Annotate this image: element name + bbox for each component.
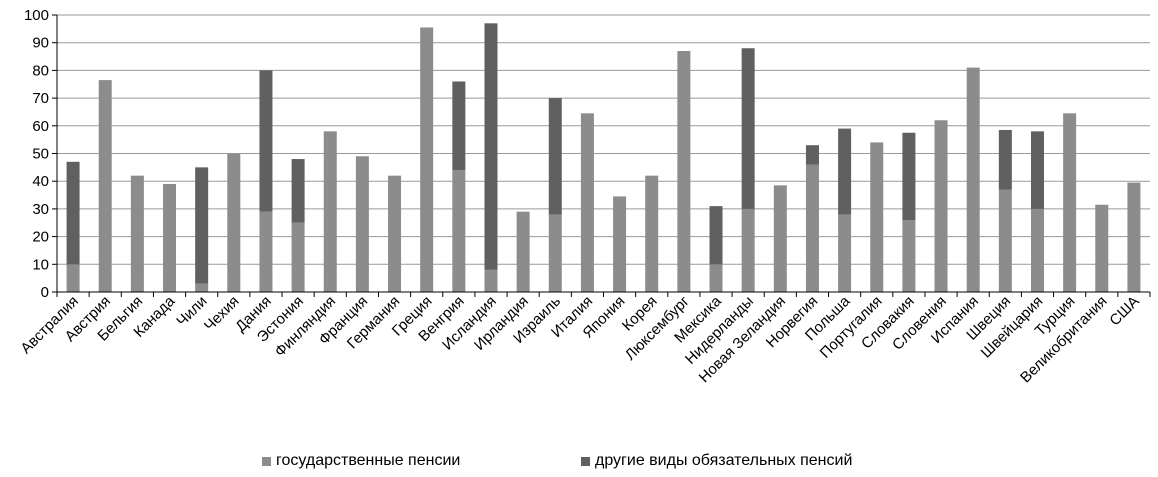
bar-state-pensions bbox=[934, 120, 948, 292]
bar-state-pensions bbox=[1030, 208, 1044, 292]
x-category-label: США bbox=[1106, 293, 1142, 329]
x-axis-category-labels: АвстралияАвстрияБельгияКанадаЧилиЧехияДа… bbox=[17, 292, 1142, 386]
bar-state-pensions bbox=[1063, 113, 1077, 293]
bar-other-mandatory-pensions bbox=[452, 81, 466, 171]
bar-state-pensions bbox=[838, 214, 852, 292]
bar-other-mandatory-pensions bbox=[902, 132, 916, 220]
y-tick-label: 80 bbox=[32, 62, 49, 79]
y-axis-tick-labels: 0 10 20 30 40 50 60 70 80 90 100 bbox=[24, 7, 49, 301]
y-tick-label: 60 bbox=[32, 118, 49, 135]
bar-other-mandatory-pensions bbox=[805, 145, 819, 165]
bar-state-pensions bbox=[645, 175, 659, 292]
y-tick-label: 30 bbox=[32, 201, 49, 218]
bar-state-pensions bbox=[323, 131, 337, 292]
bar-state-pensions bbox=[516, 211, 530, 292]
y-tick-label: 100 bbox=[24, 7, 49, 24]
bar-other-mandatory-pensions bbox=[1030, 131, 1044, 209]
y-tick-label: 0 bbox=[41, 284, 49, 301]
bar-state-pensions bbox=[870, 142, 884, 292]
bar-state-pensions bbox=[163, 183, 177, 292]
legend-label-other-mandatory-pensions: другие виды обязательных пенсий bbox=[595, 452, 853, 469]
legend-item-state-pensions: государственные пенсии bbox=[262, 452, 460, 470]
bar-chart: 0 10 20 30 40 50 60 70 80 90 100 АвстралияАвстрияБ… bbox=[17, 7, 1151, 386]
bars bbox=[66, 23, 1141, 293]
bar-other-mandatory-pensions bbox=[66, 161, 80, 265]
bar-state-pensions bbox=[259, 211, 273, 292]
bar-other-mandatory-pensions bbox=[291, 159, 305, 223]
bar-other-mandatory-pensions bbox=[838, 128, 852, 215]
bar-state-pensions bbox=[388, 175, 402, 292]
bar-other-mandatory-pensions bbox=[259, 70, 273, 212]
bar-other-mandatory-pensions bbox=[484, 23, 498, 270]
y-tick-label: 20 bbox=[32, 229, 49, 246]
y-tick-label: 90 bbox=[32, 35, 49, 52]
y-tick-label: 70 bbox=[32, 90, 49, 107]
bar-state-pensions bbox=[613, 196, 627, 292]
bar-state-pensions bbox=[420, 27, 434, 293]
bar-state-pensions bbox=[227, 153, 241, 292]
legend: государственные пенсии другие виды обяза… bbox=[0, 452, 1158, 474]
bar-other-mandatory-pensions bbox=[741, 48, 755, 209]
bar-state-pensions bbox=[452, 170, 466, 292]
bar-other-mandatory-pensions bbox=[709, 206, 723, 265]
bar-state-pensions bbox=[548, 214, 562, 292]
bar-state-pensions bbox=[130, 175, 144, 292]
bar-state-pensions bbox=[677, 51, 691, 293]
bar-state-pensions bbox=[773, 185, 787, 292]
axes bbox=[56, 15, 1151, 297]
bar-state-pensions bbox=[741, 208, 755, 292]
bar-state-pensions bbox=[580, 113, 594, 293]
bar-state-pensions bbox=[998, 189, 1012, 292]
bar-state-pensions bbox=[98, 80, 112, 292]
bar-state-pensions bbox=[902, 219, 916, 292]
bar-state-pensions bbox=[484, 269, 498, 292]
bar-other-mandatory-pensions bbox=[998, 129, 1012, 190]
bar-state-pensions bbox=[1127, 182, 1141, 292]
bar-state-pensions bbox=[66, 264, 80, 292]
bar-state-pensions bbox=[291, 222, 305, 292]
legend-swatch-state-pensions bbox=[262, 456, 271, 466]
legend-swatch-other-mandatory-pensions bbox=[581, 456, 590, 466]
bar-state-pensions bbox=[355, 156, 369, 292]
bar-state-pensions bbox=[709, 264, 723, 292]
y-tick-label: 50 bbox=[32, 146, 49, 163]
bar-state-pensions bbox=[805, 164, 819, 292]
legend-label-state-pensions: государственные пенсии bbox=[276, 452, 461, 469]
y-tick-label: 40 bbox=[32, 173, 49, 190]
grid-lines bbox=[52, 14, 1150, 293]
bar-other-mandatory-pensions bbox=[548, 98, 562, 215]
bar-state-pensions bbox=[195, 283, 209, 292]
legend-item-other-mandatory-pensions: другие виды обязательных пенсий bbox=[581, 452, 852, 470]
bar-state-pensions bbox=[966, 67, 980, 292]
bar-other-mandatory-pensions bbox=[195, 167, 209, 284]
y-tick-label: 10 bbox=[32, 256, 49, 273]
bar-state-pensions bbox=[1095, 204, 1109, 292]
